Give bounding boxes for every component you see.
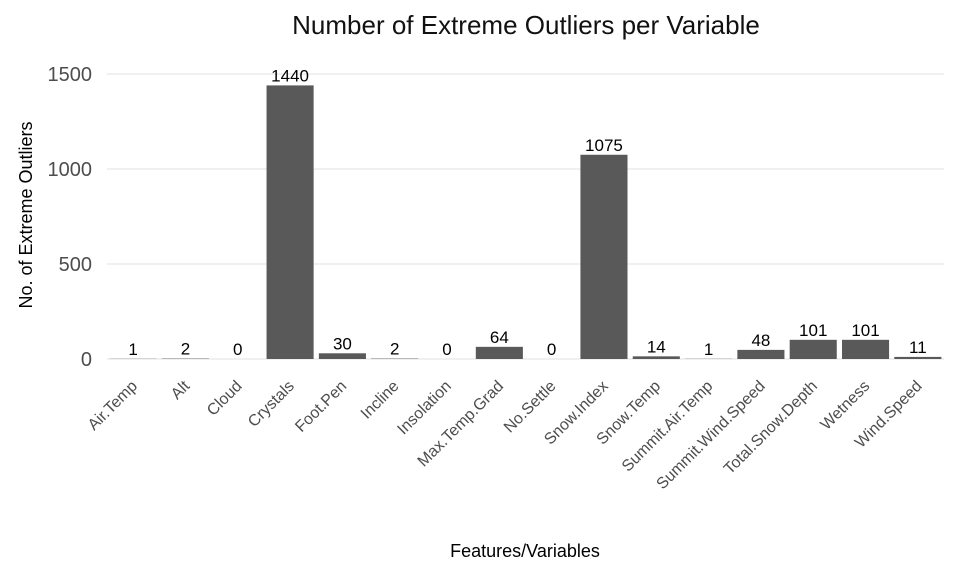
bar-value-label: 1	[704, 340, 713, 359]
x-tick-label: Cloud	[204, 378, 246, 420]
bar-value-label: 11	[909, 338, 927, 357]
x-tick-label: Summit.Air.Temp	[619, 378, 717, 476]
x-tick-label: Air.Temp	[85, 378, 141, 434]
bar-value-label: 48	[751, 331, 770, 350]
x-tick-label: Alt	[168, 377, 194, 403]
bar	[894, 356, 942, 359]
bar	[789, 339, 837, 359]
x-tick-label: Crystals	[245, 378, 298, 431]
x-tick-label: Total.Snow.Depth	[721, 378, 821, 478]
grid-lines	[107, 73, 944, 360]
x-tick-label: Incline	[358, 378, 403, 423]
bar-value-label: 1	[128, 340, 137, 359]
bar-value-label: 14	[647, 337, 666, 356]
y-tick-label: 500	[59, 254, 92, 276]
bar-value-label: 0	[547, 340, 556, 359]
bar-value-label: 64	[490, 328, 509, 347]
x-tick-label: Foot.Pen	[292, 378, 350, 436]
bar-labels: 1 2 0 1440 30 2 0 64 0 1075 14 1 48 101 101 11	[128, 66, 926, 359]
bar	[841, 339, 890, 359]
bar	[737, 349, 785, 359]
bar-value-label: 1075	[585, 136, 623, 155]
bar	[266, 85, 314, 360]
bar-value-label: 1440	[271, 66, 309, 85]
bar-value-label: 2	[390, 340, 399, 359]
bar-value-label: 101	[851, 321, 879, 340]
bar-value-label: 101	[799, 321, 827, 340]
y-tick-label: 1500	[48, 64, 93, 86]
y-axis-ticks: 0 500 1000 1500	[48, 64, 93, 371]
y-tick-label: 1000	[48, 159, 93, 181]
y-tick-label: 0	[81, 349, 92, 371]
y-axis-title: No. of Extreme Outliers	[16, 121, 36, 308]
x-axis-title: Features/Variables	[450, 541, 600, 561]
bar	[318, 353, 366, 359]
bar-value-label: 30	[333, 334, 352, 353]
chart-title: Number of Extreme Outliers per Variable	[292, 10, 760, 40]
bar	[632, 356, 680, 359]
bar-value-label: 0	[442, 340, 451, 359]
bar-value-label: 0	[233, 340, 242, 359]
bar-value-label: 2	[181, 340, 190, 359]
bar	[580, 154, 628, 359]
bars	[109, 85, 942, 360]
bar	[475, 346, 523, 359]
